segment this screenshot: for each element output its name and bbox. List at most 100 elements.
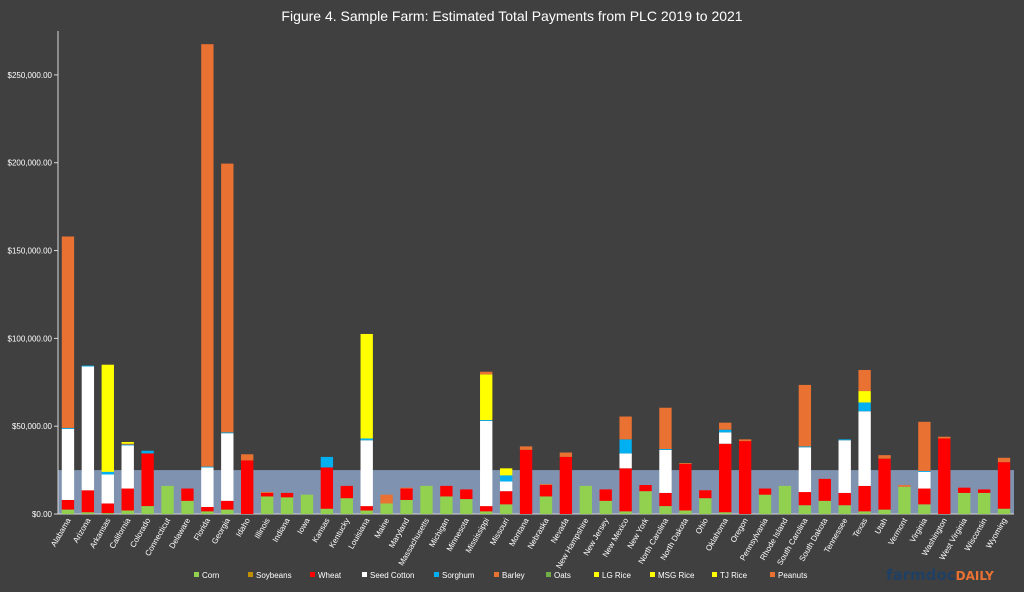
y-tick-label: $150,000.00 xyxy=(8,247,53,256)
bar-segment-wheat xyxy=(818,478,831,501)
bar-segment-peanuts xyxy=(719,422,732,430)
bar-segment-corn xyxy=(81,512,95,514)
bar-segment-sorghum xyxy=(499,475,513,482)
bar-segment-wheat xyxy=(918,488,931,505)
bar-segment-wheat xyxy=(519,449,533,514)
reference-band xyxy=(58,470,1014,514)
bar-segment-wheat xyxy=(440,485,453,497)
bar-segment-seed-cotton xyxy=(101,474,114,504)
bar-segment-seed-cotton xyxy=(659,449,672,493)
legend-label: Peanuts xyxy=(778,571,807,580)
legend-label: Corn xyxy=(202,571,219,580)
legend-swatch xyxy=(650,572,655,577)
bar-segment-wheat xyxy=(400,488,413,500)
bar-segment-corn xyxy=(898,486,911,514)
y-tick-label: $250,000.00 xyxy=(8,71,53,80)
bar-segment-barley xyxy=(738,439,752,442)
bar-segment-wheat xyxy=(997,462,1011,509)
bar-segment-wheat xyxy=(221,500,234,510)
bar-segment-barley xyxy=(679,463,692,464)
bar-segment-peanuts xyxy=(619,416,632,440)
bar-segment-corn xyxy=(340,498,353,514)
bar-segment-wheat xyxy=(201,506,214,512)
legend-label: Oats xyxy=(554,571,571,580)
bar-segment-seed-cotton xyxy=(838,440,851,493)
bar-segment-wheat xyxy=(938,438,951,514)
legend-swatch xyxy=(310,572,315,577)
bar-segment-corn xyxy=(280,497,294,514)
y-tick-label: $50,000.00 xyxy=(12,422,53,431)
bar-segment-corn xyxy=(400,499,413,514)
brand-name-part1: farmdoc xyxy=(886,566,956,584)
bar-segment-barley xyxy=(519,446,533,450)
bar-segment-seed-cotton xyxy=(480,420,493,507)
bar-segment-barley xyxy=(938,436,951,439)
bar-segment-sorghum xyxy=(221,432,234,434)
bar-segment-sorghum xyxy=(320,456,334,468)
bar-segment-wheat xyxy=(559,456,573,514)
bar-segment-corn xyxy=(420,485,433,514)
bar-segment-sorghum xyxy=(101,471,114,475)
bar-segment-wheat xyxy=(738,441,752,514)
bar-segment-corn xyxy=(320,508,334,514)
bar-segment-corn xyxy=(101,513,114,514)
bar-segment-wheat xyxy=(639,485,652,492)
bar-segment-wheat xyxy=(539,485,553,497)
bar-segment-corn xyxy=(599,500,612,514)
bar-segment-corn xyxy=(499,504,513,514)
bar-segment-corn xyxy=(758,494,772,514)
legend-swatch xyxy=(770,572,775,577)
bar-segment-corn xyxy=(858,511,871,514)
bar-segment-wheat xyxy=(499,491,513,505)
bar-segment-corn xyxy=(360,510,373,514)
bar-segment-sorghum xyxy=(719,429,732,433)
bar-segment-barley xyxy=(997,457,1011,463)
bar-segment-sorghum xyxy=(360,438,373,441)
bar-segment-peanuts xyxy=(659,407,672,450)
legend-label: LG Rice xyxy=(602,571,631,580)
bar-segment-corn xyxy=(619,511,632,514)
bar-segment-sorghum xyxy=(858,402,871,412)
bar-segment-wheat xyxy=(320,467,334,509)
bar-segment-corn xyxy=(918,504,931,514)
bar-segment-corn xyxy=(380,503,393,514)
bar-segment-wheat xyxy=(141,453,154,507)
bar-segment-wheat xyxy=(121,488,134,511)
bar-segment-seed-cotton xyxy=(121,445,134,489)
chart-title: Figure 4. Sample Farm: Estimated Total P… xyxy=(281,8,742,24)
bar-segment-sorghum xyxy=(918,470,931,472)
legend-label: Soybeans xyxy=(256,571,292,580)
bar-segment-seed-cotton xyxy=(81,366,95,491)
bar-segment-corn xyxy=(659,506,672,514)
bar-segment-corn xyxy=(61,509,75,514)
bar-segment-barley xyxy=(241,454,254,461)
bar-segment-corn xyxy=(201,511,214,514)
bar-segment-corn xyxy=(639,491,652,514)
bar-segment-corn xyxy=(539,496,553,514)
bar-segment-corn xyxy=(798,505,812,514)
legend-swatch xyxy=(248,572,253,577)
bar-segment-wheat xyxy=(659,492,672,507)
legend-label: Barley xyxy=(502,571,525,580)
bar-segment-seed-cotton xyxy=(221,433,234,501)
bar-segment-seed-cotton xyxy=(499,481,513,492)
bar-segment-seed-cotton xyxy=(619,453,632,469)
bar-segment-corn xyxy=(221,509,234,514)
bar-segment-lg-rice xyxy=(101,364,114,472)
bar-segment-wheat xyxy=(958,487,971,493)
brand-name-part2: DAILY xyxy=(956,569,994,583)
bar-segment-wheat xyxy=(480,506,493,512)
bar-segment-peanuts xyxy=(61,236,75,428)
legend-label: MSG Rice xyxy=(658,571,695,580)
bar-segment-corn xyxy=(260,496,274,514)
bar-segment-sorghum xyxy=(798,446,812,448)
bar-segment-wheat xyxy=(798,492,812,506)
bar-segment-corn xyxy=(958,492,971,514)
bar-segment-wheat xyxy=(241,460,254,514)
bar-segment-barley xyxy=(121,443,134,445)
bar-segment-wheat xyxy=(280,492,294,498)
bar-segment-corn xyxy=(997,508,1011,514)
bar-segment-peanuts xyxy=(798,384,812,447)
bar-segment-seed-cotton xyxy=(858,411,871,486)
legend-swatch xyxy=(362,572,367,577)
